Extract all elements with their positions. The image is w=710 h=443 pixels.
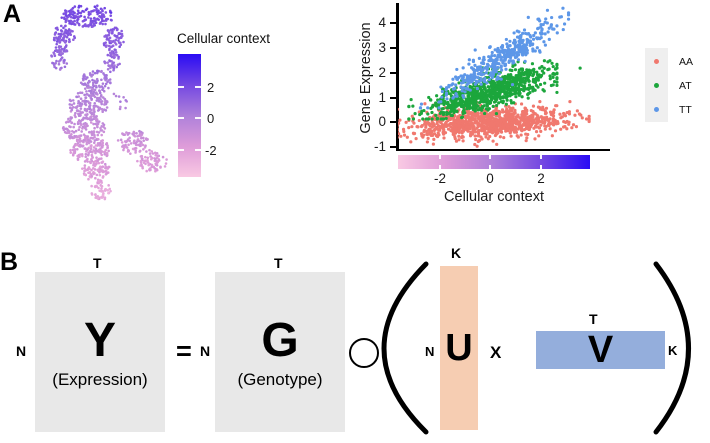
legend-label-aa: AA bbox=[679, 56, 694, 68]
panel-a-label: A bbox=[3, 0, 22, 28]
v-matrix-dim-top: T bbox=[589, 311, 598, 327]
x-axis-line bbox=[396, 148, 610, 151]
g-matrix-dim-top: T bbox=[274, 255, 283, 271]
y-tick-mark bbox=[390, 22, 397, 25]
colorbar-tick-mark bbox=[178, 86, 184, 88]
times-operator: X bbox=[490, 343, 502, 362]
legend-dot-aa bbox=[654, 59, 659, 64]
u-matrix-dim-left: N bbox=[425, 344, 435, 359]
y-tick-mark bbox=[390, 97, 397, 100]
y-matrix-dim-top: T bbox=[93, 255, 102, 271]
colorbar-tick-mark bbox=[178, 117, 184, 119]
colorbar-tick-label: 0 bbox=[207, 111, 215, 126]
hadamard-operator-icon bbox=[349, 338, 379, 368]
colorbar-tick-mark bbox=[195, 149, 201, 151]
g-matrix-letter: G bbox=[261, 313, 299, 367]
y-matrix-dim-left: N bbox=[16, 343, 27, 359]
g-matrix-caption: (Genotype) bbox=[237, 369, 323, 389]
y-tick-label: 0 bbox=[378, 114, 386, 129]
y-tick-label: 1 bbox=[378, 90, 386, 105]
legend-label-tt: TT bbox=[679, 104, 692, 116]
x-tick-label: -2 bbox=[433, 171, 446, 186]
legend-label-at: AT bbox=[679, 80, 692, 92]
umap-colorbar bbox=[178, 54, 201, 177]
y-matrix-letter: Y bbox=[83, 313, 116, 367]
colorbar-tick-mark bbox=[439, 164, 441, 169]
legend-dot-at bbox=[654, 83, 659, 88]
v-matrix: V bbox=[536, 331, 665, 369]
u-matrix-letter: U bbox=[445, 327, 473, 369]
v-matrix-dim-right: K bbox=[668, 343, 678, 358]
colorbar-tick-mark bbox=[489, 164, 491, 169]
y-matrix: Y (Expression) bbox=[35, 272, 165, 432]
y-tick-mark bbox=[390, 72, 397, 75]
colorbar-tick-mark bbox=[195, 86, 201, 88]
y-matrix-caption: (Expression) bbox=[52, 369, 148, 389]
x-tick-label: 2 bbox=[537, 171, 545, 186]
umap-colorbar-title: Cellular context bbox=[177, 31, 271, 46]
y-tick-mark bbox=[390, 47, 397, 50]
y-tick-label: 4 bbox=[378, 15, 386, 30]
legend-dot-tt bbox=[654, 107, 659, 112]
x-axis-colorbar bbox=[398, 154, 590, 169]
g-matrix-dim-left: N bbox=[200, 343, 211, 359]
y-tick-label: 3 bbox=[378, 40, 386, 55]
umap-embedding-plot bbox=[25, 0, 175, 215]
u-matrix: U bbox=[440, 266, 478, 430]
y-tick-label: 2 bbox=[378, 65, 386, 80]
x-tick-label: 0 bbox=[486, 171, 494, 186]
u-matrix-dim-top: K bbox=[451, 245, 462, 261]
gene-expression-scatter-plot bbox=[398, 2, 610, 149]
equals-sign: = bbox=[176, 336, 192, 366]
x-axis-label: Cellular context bbox=[444, 189, 544, 205]
colorbar-tick-mark bbox=[540, 164, 542, 169]
colorbar-tick-mark bbox=[540, 154, 542, 159]
panel-b-label: B bbox=[0, 248, 19, 276]
y-tick-label: -1 bbox=[373, 139, 386, 154]
colorbar-tick-mark bbox=[439, 154, 441, 159]
colorbar-tick-mark bbox=[489, 154, 491, 159]
colorbar-tick-mark bbox=[178, 149, 184, 151]
y-tick-mark bbox=[390, 121, 397, 124]
v-matrix-letter: V bbox=[587, 329, 614, 371]
colorbar-tick-label: 2 bbox=[207, 80, 215, 95]
colorbar-tick-label: -2 bbox=[205, 143, 217, 158]
colorbar-tick-mark bbox=[195, 117, 201, 119]
y-axis-line bbox=[396, 3, 399, 151]
g-matrix: G (Genotype) bbox=[215, 272, 345, 432]
left-parenthesis bbox=[381, 261, 429, 435]
y-tick-mark bbox=[390, 146, 397, 149]
